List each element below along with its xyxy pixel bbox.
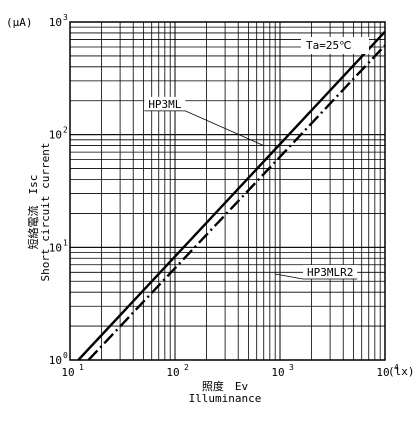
y-tick-exponent: 0 [63,351,68,360]
x-tick-exponent: 3 [289,363,294,372]
series-label-hp3mlr2: HP3MLR2 [307,266,353,279]
x-tick-label: 10 [376,366,389,379]
x-axis-unit: (lx) [388,365,415,378]
x-tick-exponent: 1 [79,363,84,372]
y-axis-label-en: Short circuit current [39,142,52,282]
y-tick-label: 10 [49,241,62,254]
series-layer [77,30,386,361]
series-label-hp3ml: HP3ML [148,98,181,111]
series-labels: HP3ML HP3MLR2 [144,96,358,280]
x-tick-label: 10 [61,366,74,379]
x-tick-label: 10 [271,366,284,379]
condition-box [301,37,369,54]
condition-label: Ta=25℃ [306,39,352,52]
y-tick-label: 10 [49,16,62,29]
grid [70,22,385,360]
series-label-bg [144,96,186,111]
series-leader-line [144,110,264,146]
series-line-hp3ml [77,30,386,361]
x-tick-label: 10 [166,366,179,379]
y-axis-label: 短絡電流 Isc Short circuit current [27,142,52,282]
y-tick-exponent: 3 [63,13,68,22]
y-axis-unit: (μA) [6,16,33,29]
y-tick-exponent: 2 [63,126,68,135]
x-axis-label: 照度 Ev Illuminance [150,381,300,405]
y-tick-exponent: 1 [63,238,68,247]
y-tick-label: 10 [49,354,62,367]
x-axis-label-en: Illuminance [188,392,262,405]
series-label-bg [302,264,358,279]
x-tick-exponent: 4 [394,363,399,372]
series-leader-line [275,273,358,280]
plot-frame [69,21,386,361]
series-line-hp3mlr2 [87,44,386,361]
y-tick-label: 10 [49,129,62,142]
x-axis-label-jp: 照度 Ev [201,380,249,393]
tick-labels: 10 1 10 2 10 3 10 410 010 110 210 3 [49,13,399,379]
x-tick-exponent: 2 [184,363,189,372]
